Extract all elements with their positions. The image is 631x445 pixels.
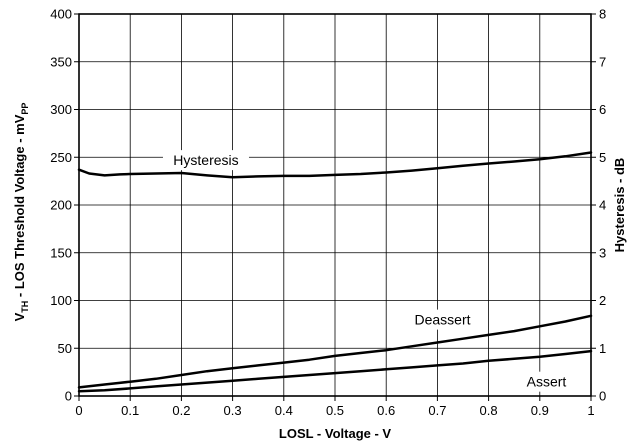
annotation-background [407, 309, 478, 330]
y-tick-label: 300 [50, 102, 72, 117]
y2-tick-label: 2 [599, 293, 606, 308]
y-tick-label: 150 [50, 245, 72, 260]
series-line-hysteresis [77, 151, 593, 179]
y2-tick-label: 3 [599, 245, 606, 260]
y-tick-label: 250 [50, 150, 72, 165]
x-tick-label: 0.7 [428, 403, 446, 418]
series-line-deassert [77, 314, 593, 389]
x-tick-label: 0.3 [224, 403, 242, 418]
series-lines [77, 151, 593, 393]
y-axis-ticks: 0 50 100 150 200 250 300 350 400 [50, 7, 79, 404]
y-axis-title: VTH - LOS Threshold Voltage - mVPP [12, 103, 30, 322]
y-tick-label: 350 [50, 54, 72, 69]
annotation-background [519, 371, 574, 392]
y-axis-title-sub-th: TH [20, 301, 30, 313]
y2-axis-ticks: 0 1 2 3 4 5 6 7 8 [591, 7, 606, 404]
x-tick-label: 0.9 [531, 403, 549, 418]
y-tick-label: 100 [50, 293, 72, 308]
y-axis-title-sub-pp: PP [20, 103, 30, 115]
x-tick-label: 0.6 [377, 403, 395, 418]
x-axis-title: LOSL - Voltage - V [279, 426, 392, 441]
y2-tick-label: 4 [599, 198, 606, 213]
y-tick-label: 200 [50, 198, 72, 213]
x-tick-label: 0.1 [121, 403, 139, 418]
y2-tick-label: 5 [599, 150, 606, 165]
x-tick-label: 0 [75, 403, 82, 418]
y2-tick-label: 1 [599, 341, 606, 356]
x-axis-ticks: 0 0.1 0.2 0.3 0.4 0.5 0.6 0.7 0.8 0.9 1 [75, 396, 595, 418]
series-annotations: Hysteresis Deassert Assert [162, 150, 574, 392]
series-line-assert [77, 349, 593, 393]
x-tick-label: 1 [587, 403, 594, 418]
y2-tick-label: 0 [599, 389, 606, 404]
y2-axis-title: Hysteresis - dB [612, 158, 627, 253]
x-tick-label: 0.2 [172, 403, 190, 418]
x-tick-label: 0.4 [275, 403, 293, 418]
annotation-hysteresis: Hysteresis [173, 152, 238, 168]
y-tick-label: 400 [50, 7, 72, 22]
y2-tick-label: 6 [599, 102, 606, 117]
y-tick-label: 50 [58, 341, 72, 356]
y-tick-label: 0 [65, 389, 72, 404]
y2-tick-label: 8 [599, 7, 606, 22]
annotation-deassert: Deassert [415, 312, 471, 328]
annotation-assert: Assert [527, 374, 567, 390]
y2-tick-label: 7 [599, 54, 606, 69]
y-axis-title-v: V [12, 312, 27, 321]
gridlines [79, 14, 591, 396]
x-tick-label: 0.8 [480, 403, 498, 418]
y-axis-title-mid: - LOS Threshold Voltage - mV [12, 114, 27, 300]
annotation-background [162, 150, 249, 171]
x-tick-label: 0.5 [326, 403, 344, 418]
